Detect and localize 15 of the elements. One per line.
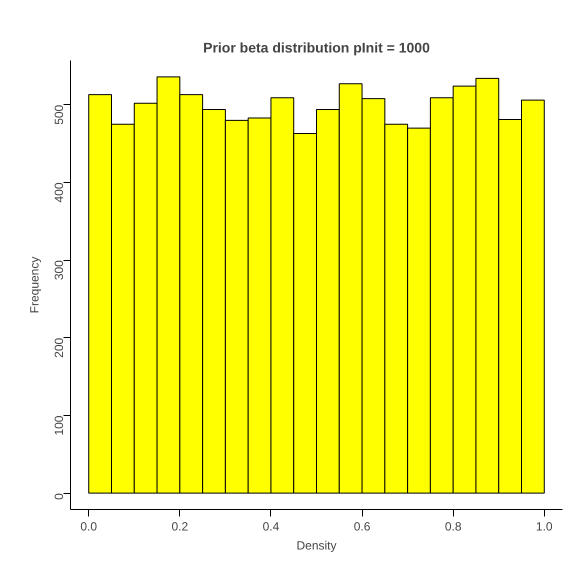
y-tick-label: 100: [52, 415, 66, 436]
y-axis-title: Frequency: [28, 256, 42, 314]
y-tick-label: 0: [52, 492, 66, 500]
x-tick-label: 0.8: [444, 520, 462, 534]
x-axis-title: Density: [296, 538, 337, 552]
x-tick-label: 1.0: [536, 520, 553, 534]
x-tick-label: 0.4: [262, 520, 280, 534]
y-tick-label: 200: [52, 337, 66, 358]
chart-title: Prior beta distribution pInit = 1000: [203, 40, 430, 56]
x-tick-label: 0.6: [354, 520, 371, 534]
x-tick-label: 0.2: [171, 520, 188, 534]
y-tick-label: 400: [52, 182, 66, 202]
x-tick-label: 0.0: [80, 520, 98, 534]
y-tick-label: 300: [52, 260, 66, 280]
y-tick-label: 500: [52, 104, 66, 125]
